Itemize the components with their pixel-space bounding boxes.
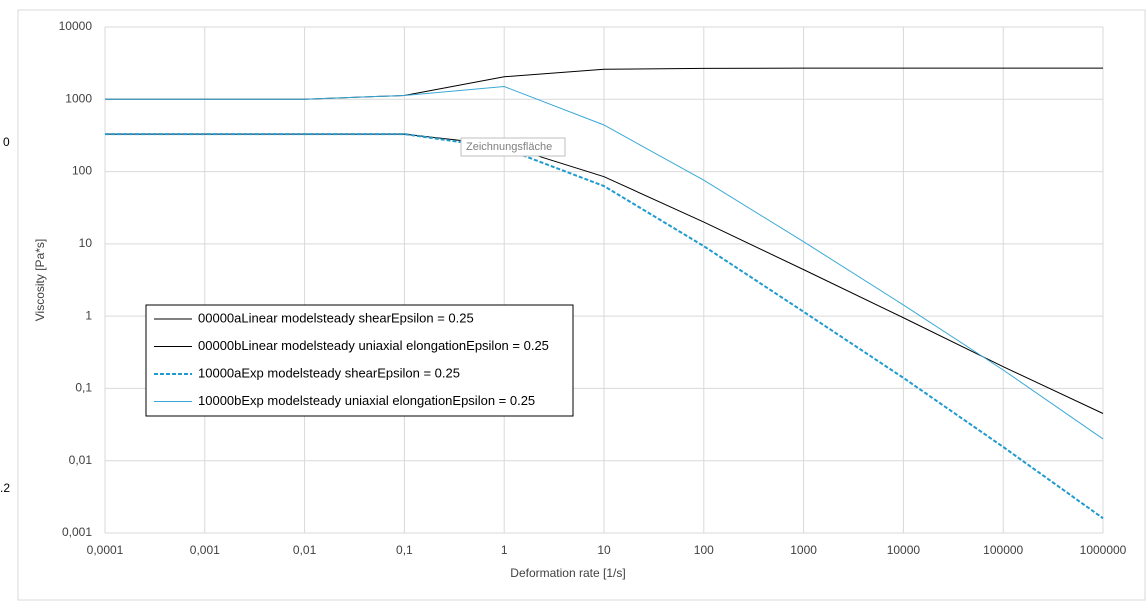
legend-label: 00000bLinear modelsteady uniaxial elonga… bbox=[198, 338, 549, 353]
y-tick-label: 0,001 bbox=[62, 525, 92, 539]
x-tick-label: 100000 bbox=[983, 543, 1023, 557]
x-tick-label: 10 bbox=[597, 543, 611, 557]
y-tick-label: 100 bbox=[72, 164, 92, 178]
y-tick-label: 10 bbox=[79, 236, 93, 250]
sheet-cell: .2 bbox=[0, 481, 10, 495]
legend-box bbox=[145, 304, 574, 417]
x-tick-label: 0,0001 bbox=[87, 543, 124, 557]
x-tick-label: 1000000 bbox=[1080, 543, 1127, 557]
tooltip-box bbox=[460, 137, 566, 157]
series-line bbox=[105, 133, 1104, 520]
tooltip: Zeichnungsfläche bbox=[466, 141, 552, 153]
y-axis-label: Viscosity [Pa*s] bbox=[33, 239, 47, 321]
legend-label: 10000aExp modelsteady shearEpsilon = 0.2… bbox=[198, 365, 460, 380]
x-tick-label: 1000 bbox=[790, 543, 817, 557]
sheet-cell: 0 bbox=[3, 135, 10, 149]
y-tick-label: 0,01 bbox=[69, 453, 93, 467]
x-tick-label: 1 bbox=[501, 543, 508, 557]
y-tick-label: 1 bbox=[85, 308, 92, 322]
series-line bbox=[105, 133, 1104, 414]
legend-label: 10000bExp modelsteady uniaxial elongatio… bbox=[198, 393, 535, 408]
y-tick-label: 1000 bbox=[65, 91, 92, 105]
x-tick-label: 10000 bbox=[887, 543, 921, 557]
x-axis-label: Deformation rate [1/s] bbox=[510, 566, 625, 580]
series-line bbox=[105, 86, 1104, 440]
x-tick-label: 100 bbox=[694, 543, 714, 557]
x-tick-label: 0,01 bbox=[293, 543, 317, 557]
x-tick-label: 0,1 bbox=[396, 543, 413, 557]
legend-label: 00000aLinear modelsteady shearEpsilon = … bbox=[198, 310, 474, 325]
y-tick-label: 0,1 bbox=[75, 381, 92, 395]
y-tick-label: 10000 bbox=[59, 19, 93, 33]
x-tick-label: 0,001 bbox=[190, 543, 220, 557]
